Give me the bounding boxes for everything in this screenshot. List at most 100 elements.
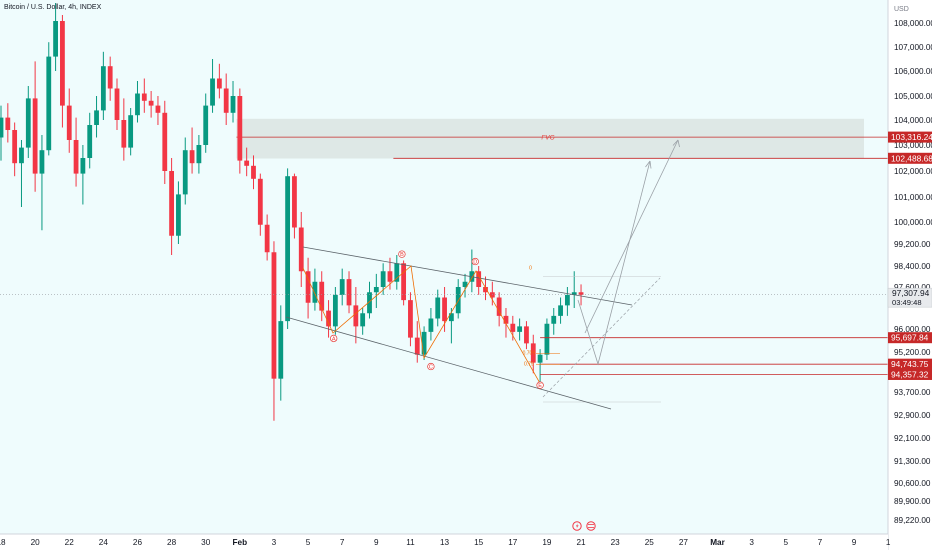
candle-body xyxy=(537,354,543,363)
countdown-label: 03:49:48 xyxy=(892,298,922,307)
candle-body xyxy=(298,227,304,272)
price-level-tag xyxy=(888,131,932,143)
candle-body xyxy=(421,331,427,355)
candle-body xyxy=(530,343,536,363)
time-tick-label: 3 xyxy=(749,538,754,547)
flag-icon[interactable] xyxy=(586,521,596,531)
time-tick-label: 19 xyxy=(542,538,552,547)
wave-marker xyxy=(471,257,479,266)
price-level-tag xyxy=(888,332,932,344)
price-level-tag xyxy=(888,152,932,164)
candles-layer xyxy=(0,3,584,421)
time-tick-label: 5 xyxy=(306,538,311,547)
candle-body xyxy=(223,88,229,113)
price-axis[interactable]: 108,000.00 107,000.00 106,000.00 105,000.00… xyxy=(887,0,932,550)
wave-label: A xyxy=(332,336,336,342)
wave-label: D xyxy=(473,259,477,265)
candle-body xyxy=(339,279,345,295)
price-level-tag-label: 94,357.32 xyxy=(891,369,929,379)
wave-marker xyxy=(536,381,544,389)
price-tick-label: 92,900.00 xyxy=(894,411,931,420)
candle-body xyxy=(544,323,550,355)
time-axis[interactable]: 18202224262830Feb3579111315171921232527M… xyxy=(0,533,891,550)
time-tick-label: 24 xyxy=(99,538,109,547)
candle-body xyxy=(128,115,134,148)
candle-body xyxy=(408,300,413,338)
price-tick-label: 90,600.00 xyxy=(894,479,931,488)
candle-body xyxy=(496,297,502,316)
price-tick-label: 105,000.00 xyxy=(894,92,932,101)
time-tick-label: 22 xyxy=(65,538,75,547)
candle-body xyxy=(53,21,58,57)
time-tick-label: 3 xyxy=(272,538,277,547)
price-tick-label: 96,000.00 xyxy=(894,325,931,334)
projection-arrowhead xyxy=(672,139,680,148)
candle-body xyxy=(237,96,243,161)
candle-body xyxy=(176,194,181,236)
candle-body xyxy=(319,281,325,311)
price-axis-background xyxy=(888,0,932,550)
time-tick-label: 21 xyxy=(576,538,586,547)
candle-body xyxy=(571,292,577,295)
candle-body xyxy=(5,117,11,130)
price-level-tag-label: 103,316.24 xyxy=(891,132,932,142)
candle-body xyxy=(271,252,277,379)
candle-body xyxy=(332,294,338,327)
price-tick-label: 108,000.00 xyxy=(894,19,932,28)
candle-body xyxy=(312,281,318,303)
currency-label: USD xyxy=(894,6,909,13)
time-tick-label: Feb xyxy=(233,538,248,547)
wave-path xyxy=(302,265,542,386)
price-level-tag-label: 102,488.68 xyxy=(891,153,932,163)
candle-body xyxy=(230,96,236,113)
time-tick-label: 25 xyxy=(645,538,655,547)
candle-body xyxy=(162,112,168,171)
candle-body xyxy=(25,98,31,148)
candle-body xyxy=(510,323,516,332)
time-tick-label: Mar xyxy=(710,538,725,547)
price-tick-label: 93,700.00 xyxy=(894,388,931,397)
candle-body xyxy=(551,315,557,324)
candle-body xyxy=(305,271,311,303)
time-tick-label: 17 xyxy=(508,538,518,547)
price-tick-label: 103,000.00 xyxy=(894,141,932,150)
wave-marker xyxy=(427,362,435,371)
time-tick-label: 18 xyxy=(0,538,6,547)
candle-body xyxy=(360,313,366,327)
candle-body xyxy=(87,125,93,158)
trendline-lower xyxy=(285,316,612,410)
event-icons[interactable] xyxy=(572,521,596,531)
candle-body xyxy=(169,171,174,236)
candle-body xyxy=(66,105,72,140)
time-tick-label: 30 xyxy=(201,538,211,547)
bolt-icon[interactable] xyxy=(572,521,582,531)
candle-body xyxy=(462,281,468,287)
candle-body xyxy=(210,78,215,106)
candle-body xyxy=(326,310,331,327)
price-tick-label: 95,200.00 xyxy=(894,348,931,357)
candle-body xyxy=(244,160,250,166)
candle-body xyxy=(483,287,488,293)
wave-marker xyxy=(398,250,406,258)
candle-body xyxy=(414,337,420,355)
candle-body xyxy=(367,292,372,314)
candle-body xyxy=(94,110,99,125)
candle-body xyxy=(135,93,140,116)
price-tags-layer: 103,316.24 102,488.68 95,697.84 94,743.7594… xyxy=(887,131,932,380)
candle-body xyxy=(196,145,202,164)
candle-body xyxy=(257,178,263,225)
current-price-tag xyxy=(887,287,932,308)
candle-body xyxy=(401,263,407,301)
price-tick-label: 101,000.00 xyxy=(894,193,932,202)
price-tick-label: 99,200.00 xyxy=(894,240,931,249)
time-tick-label: 11 xyxy=(406,538,415,547)
fvg-label: FVG xyxy=(541,134,554,141)
fvg-layer: FVG xyxy=(236,118,888,159)
time-tick-label: 15 xyxy=(474,538,484,547)
candle-body xyxy=(182,150,188,195)
candle-body xyxy=(203,105,209,145)
price-tick-label: 98,400.00 xyxy=(894,262,931,271)
